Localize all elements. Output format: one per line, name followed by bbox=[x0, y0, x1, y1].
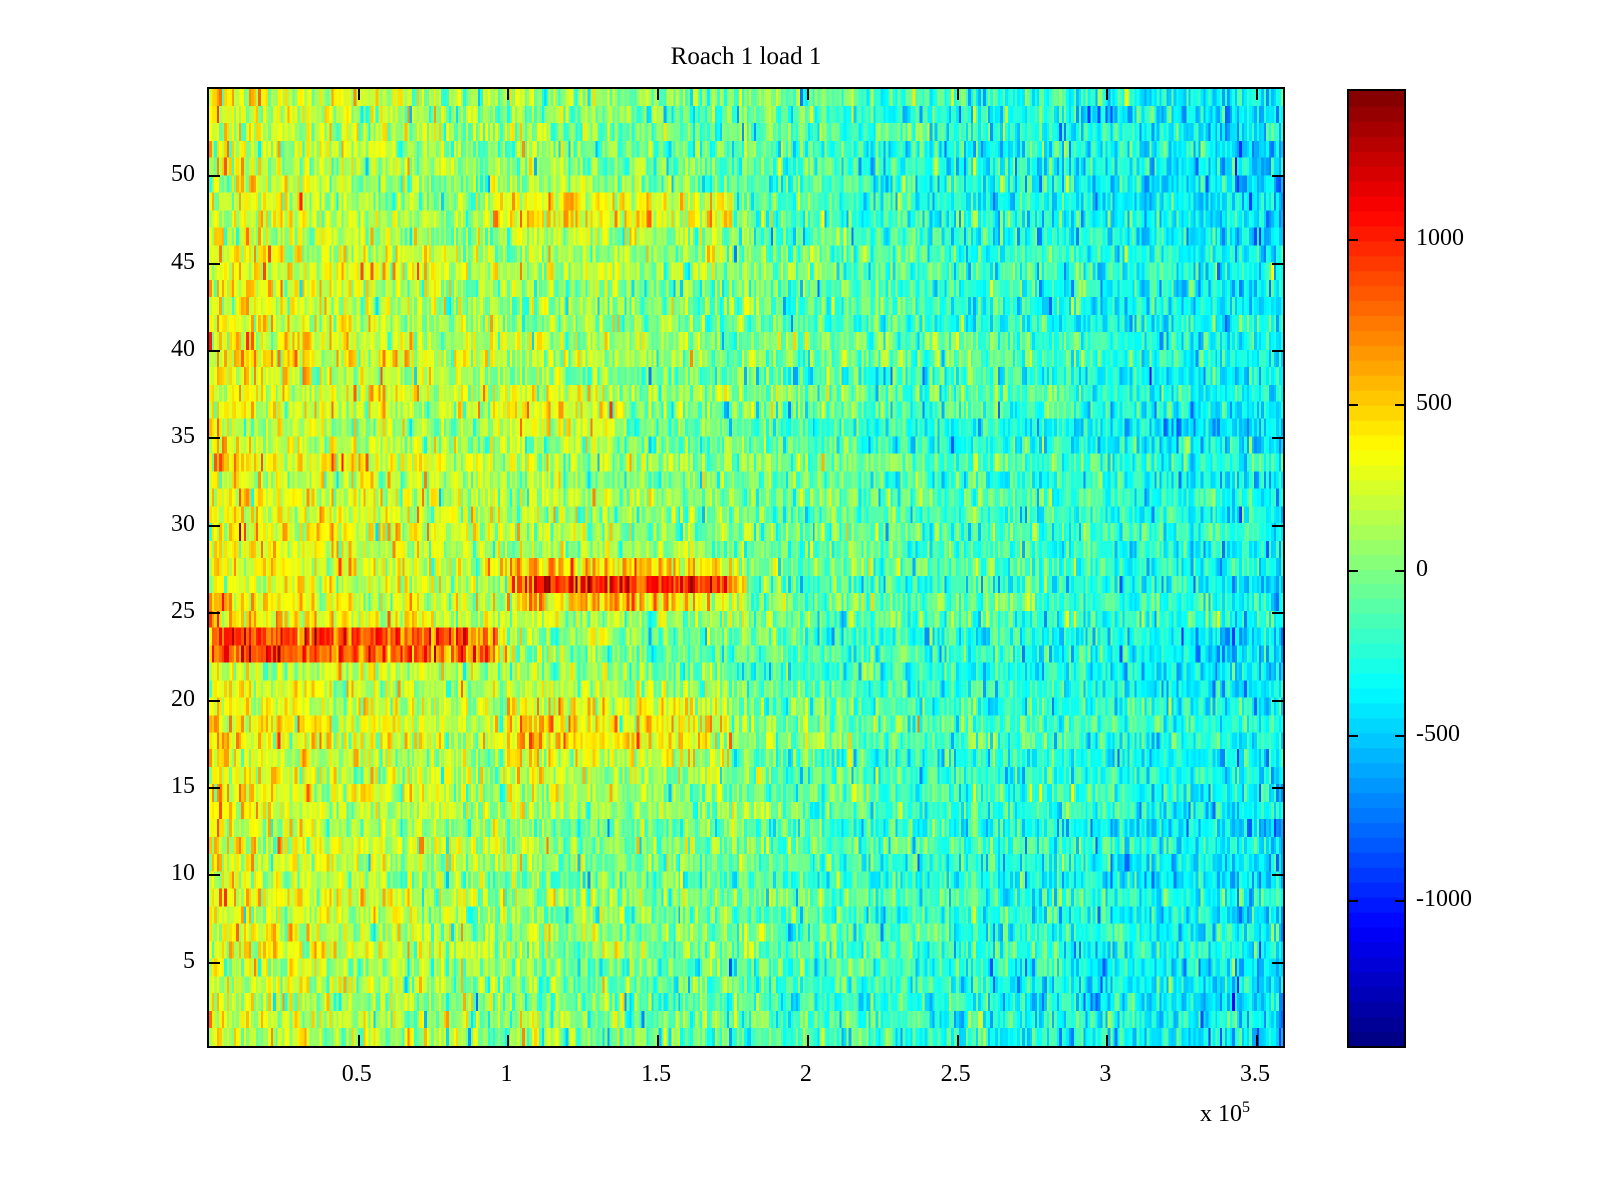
colorbar-tick-mark bbox=[1395, 569, 1404, 572]
colorbar[interactable] bbox=[1347, 89, 1406, 1048]
y-tick-label: 20 bbox=[171, 685, 195, 712]
y-tick-mark bbox=[1272, 874, 1283, 877]
x-tick-mark bbox=[956, 89, 959, 100]
x-tick-label: 2 bbox=[799, 1061, 812, 1087]
y-tick-mark bbox=[1272, 262, 1283, 265]
colorbar-tick-mark bbox=[1349, 404, 1358, 407]
x-tick-mark bbox=[357, 89, 360, 100]
y-tick-label: 50 bbox=[171, 161, 195, 188]
colorbar-tick-mark bbox=[1395, 238, 1404, 241]
y-tick-mark bbox=[209, 786, 220, 789]
x-tick-mark bbox=[1106, 89, 1109, 100]
y-tick-mark bbox=[209, 437, 220, 440]
y-tick-mark bbox=[1272, 786, 1283, 789]
y-tick-mark bbox=[209, 612, 220, 615]
y-tick-label: 5 bbox=[183, 947, 195, 974]
y-tick-mark bbox=[1272, 437, 1283, 440]
y-tick-mark bbox=[1272, 524, 1283, 527]
y-tick-mark bbox=[209, 175, 220, 178]
y-tick-mark bbox=[1272, 699, 1283, 702]
colorbar-tick-mark bbox=[1395, 900, 1404, 903]
x-tick-label: 1 bbox=[500, 1061, 513, 1087]
y-tick-mark bbox=[209, 524, 220, 527]
colorbar-tick-label: 0 bbox=[1416, 555, 1428, 582]
x-tick-label: 0.5 bbox=[341, 1061, 372, 1087]
y-tick-label: 30 bbox=[171, 510, 195, 537]
heatmap-axes[interactable] bbox=[207, 87, 1285, 1048]
x-tick-mark bbox=[806, 1035, 809, 1046]
colorbar-tick-mark bbox=[1349, 569, 1358, 572]
colorbar-gradient bbox=[1349, 91, 1404, 1046]
x-tick-mark bbox=[507, 1035, 510, 1046]
y-tick-mark bbox=[209, 350, 220, 353]
x-tick-label: 3 bbox=[1099, 1061, 1112, 1087]
y-tick-label: 40 bbox=[171, 336, 195, 363]
x-tick-mark bbox=[956, 1035, 959, 1046]
x-tick-label: 1.5 bbox=[641, 1061, 672, 1087]
x-tick-mark bbox=[657, 1035, 660, 1046]
colorbar-tick-label: -500 bbox=[1416, 720, 1460, 747]
x-exponent-mantissa: x 10 bbox=[1200, 1101, 1242, 1127]
x-tick-mark bbox=[1256, 89, 1259, 100]
x-tick-mark bbox=[657, 89, 660, 100]
colorbar-tick-mark bbox=[1349, 900, 1358, 903]
y-tick-mark bbox=[209, 874, 220, 877]
colorbar-tick-mark bbox=[1395, 404, 1404, 407]
colorbar-tick-label: -1000 bbox=[1416, 886, 1472, 913]
colorbar-tick-mark bbox=[1395, 734, 1404, 737]
colorbar-tick-label: 500 bbox=[1416, 390, 1452, 417]
y-tick-label: 10 bbox=[171, 860, 195, 887]
page-title: Roach 1 load 1 bbox=[670, 43, 822, 70]
x-exponent-power: 5 bbox=[1242, 1099, 1250, 1116]
x-tick-label: 3.5 bbox=[1240, 1061, 1271, 1087]
x-tick-mark bbox=[507, 89, 510, 100]
x-tick-mark bbox=[1256, 1035, 1259, 1046]
y-tick-label: 35 bbox=[171, 423, 195, 450]
colorbar-tick-mark bbox=[1349, 734, 1358, 737]
y-tick-mark bbox=[1272, 612, 1283, 615]
y-tick-mark bbox=[1272, 350, 1283, 353]
y-tick-mark bbox=[209, 262, 220, 265]
y-tick-label: 25 bbox=[171, 598, 195, 625]
heatmap-image bbox=[209, 89, 1283, 1046]
y-tick-mark bbox=[209, 961, 220, 964]
x-tick-label: 2.5 bbox=[940, 1061, 971, 1087]
x-tick-mark bbox=[357, 1035, 360, 1046]
y-tick-mark bbox=[1272, 961, 1283, 964]
x-tick-mark bbox=[1106, 1035, 1109, 1046]
colorbar-tick-label: 1000 bbox=[1416, 224, 1464, 251]
y-tick-mark bbox=[209, 699, 220, 702]
y-tick-mark bbox=[1272, 175, 1283, 178]
x-tick-mark bbox=[806, 89, 809, 100]
y-tick-label: 45 bbox=[171, 248, 195, 275]
colorbar-tick-mark bbox=[1349, 238, 1358, 241]
x-axis-exponent-label: x 105 bbox=[1200, 1099, 1250, 1127]
y-tick-label: 15 bbox=[171, 772, 195, 799]
